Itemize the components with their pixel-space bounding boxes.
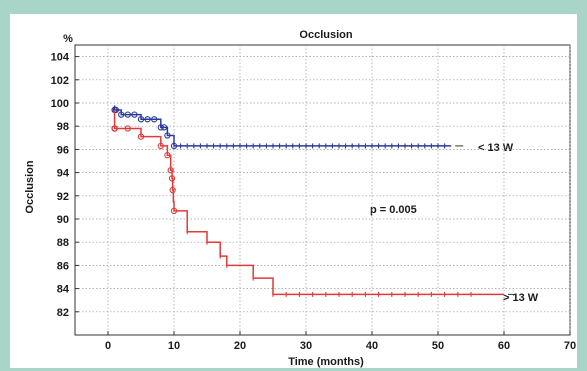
series-line-0 [113, 105, 452, 147]
y-tick-label: 90 [57, 214, 69, 226]
x-tick-label: 70 [564, 340, 576, 352]
censor-mark-1 [169, 186, 176, 194]
censor-mark-1 [111, 125, 118, 132]
y-tick-label: 82 [57, 307, 69, 319]
censor-mark-1 [137, 133, 145, 140]
censor-mark-0 [160, 124, 168, 131]
x-tick-label: 30 [300, 340, 312, 352]
series-label-lt13w: < 13 W [478, 142, 514, 154]
censor-mark-0 [131, 111, 138, 118]
x-axis-label: Time (months) [288, 356, 364, 368]
censor-mark-1 [157, 142, 164, 150]
y-tick-label: 100 [51, 98, 69, 110]
censor-mark-0 [170, 142, 178, 150]
y-tick-label: 92 [57, 191, 69, 203]
y-tick-label: 94 [57, 168, 70, 180]
censor-mark-1 [124, 125, 131, 132]
p-value-annotation: p = 0.005 [370, 204, 417, 216]
censor-mark-0 [151, 116, 158, 123]
y-tick-label: 98 [57, 121, 69, 133]
chart-frame: Occlusion % Occlusion Time (months) p = … [10, 14, 577, 368]
x-tick-label: 20 [234, 340, 246, 352]
censor-mark-0 [137, 116, 145, 123]
plot-area [74, 44, 571, 336]
y-tick-label: 96 [57, 144, 69, 156]
x-tick-label: 40 [366, 340, 378, 352]
censor-mark-0 [157, 124, 164, 131]
censor-mark-0 [118, 111, 125, 118]
y-tick-label: 86 [57, 260, 69, 272]
censor-mark-1 [167, 167, 174, 174]
x-tick-label: 60 [498, 340, 510, 352]
x-tick-label: 50 [432, 340, 444, 352]
censor-mark-1 [168, 175, 176, 182]
censor-mark-0 [112, 106, 120, 114]
censor-mark-1 [164, 152, 171, 159]
censor-mark-0 [164, 132, 171, 139]
series-label-gt13w: > 13 W [503, 292, 539, 304]
y-unit-label: % [63, 33, 73, 45]
y-tick-label: 104 [51, 52, 70, 64]
y-tick-label: 102 [51, 75, 69, 87]
y-tick-label: 88 [57, 237, 69, 249]
y-axis-label: Occlusion [24, 160, 36, 213]
series-line-1 [113, 109, 504, 296]
censor-mark-0 [124, 111, 131, 118]
censor-mark-0 [144, 116, 151, 123]
chart-title: Occlusion [299, 29, 352, 41]
x-tick-label: 0 [105, 340, 111, 352]
censor-mark-1 [170, 207, 178, 215]
y-tick-label: 84 [57, 284, 70, 296]
km-chart: Occlusion % Occlusion Time (months) p = … [24, 29, 576, 368]
x-tick-label: 10 [168, 340, 180, 352]
